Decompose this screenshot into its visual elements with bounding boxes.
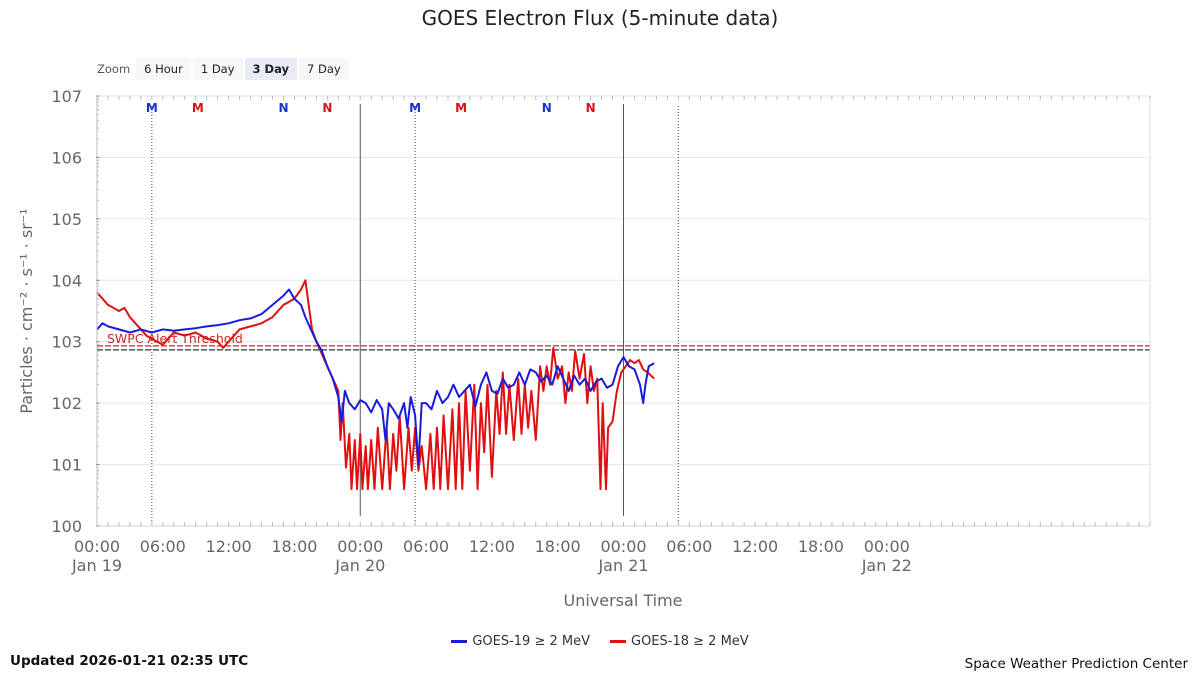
zoom-1-day-button[interactable]: 1 Day <box>192 58 243 80</box>
zoom-3-day-button[interactable]: 3 Day <box>244 58 297 80</box>
event-marker: M <box>409 101 421 115</box>
legend-item-goes18[interactable]: GOES-18 ≥ 2 MeV <box>610 634 749 649</box>
y-tick-label: 100 <box>51 517 82 536</box>
zoom-7-day-button[interactable]: 7 Day <box>299 58 349 80</box>
event-marker: N <box>586 101 596 115</box>
y-tick-label: 104 <box>51 271 82 290</box>
x-tick-label: 06:00 <box>403 537 449 556</box>
time-reference-lines <box>151 104 679 526</box>
legend-label: GOES-18 ≥ 2 MeV <box>631 634 749 649</box>
legend-swatch <box>451 640 468 643</box>
x-tick-date-label: Jan 21 <box>597 556 648 575</box>
y-tick-label: 103 <box>51 333 82 352</box>
series-lines <box>96 279 655 491</box>
credit-text: Space Weather Prediction Center <box>964 656 1188 672</box>
x-tick-label: 06:00 <box>666 537 712 556</box>
threshold-label: SWPC Alert Threshold <box>107 331 243 346</box>
legend-label: GOES-19 ≥ 2 MeV <box>472 634 590 649</box>
chart-title: GOES Electron Flux (5-minute data) <box>421 6 779 30</box>
x-tick-date-label: Jan 20 <box>334 556 385 575</box>
alert-threshold: SWPC Alert Threshold <box>97 331 1150 351</box>
zoom-6-hour-button[interactable]: 6 Hour <box>136 58 191 80</box>
series-line <box>96 288 655 466</box>
legend-item-goes19[interactable]: GOES-19 ≥ 2 MeV <box>451 634 590 649</box>
y-tick-label: 106 <box>51 148 82 167</box>
x-tick-label: 18:00 <box>798 537 844 556</box>
x-tick-date-label: Jan 19 <box>71 556 122 575</box>
zoom-selector: Zoom 6 Hour 1 Day 3 Day 7 Day <box>97 58 351 80</box>
x-tick-label: 06:00 <box>140 537 186 556</box>
event-marker: N <box>542 101 552 115</box>
zoom-label: Zoom <box>97 62 131 76</box>
y-tick-label: 101 <box>51 456 82 475</box>
event-marker: M <box>455 101 467 115</box>
x-tick-label: 00:00 <box>74 537 120 556</box>
legend: GOES-19 ≥ 2 MeV GOES-18 ≥ 2 MeV <box>0 634 1200 649</box>
x-tick-label: 18:00 <box>271 537 317 556</box>
x-tick-label: 00:00 <box>600 537 646 556</box>
updated-timestamp: Updated 2026-01-21 02:35 UTC <box>10 653 249 669</box>
event-marker: N <box>322 101 332 115</box>
x-tick-label: 00:00 <box>337 537 383 556</box>
event-marker: M <box>146 101 158 115</box>
x-tick-label: 12:00 <box>732 537 778 556</box>
legend-swatch <box>610 640 626 643</box>
y-tick-label: 107 <box>51 87 82 106</box>
event-marker: M <box>192 101 204 115</box>
y-axis-ticks: 100 101 102 103 104 105 106 107 <box>51 87 100 536</box>
x-tick-label: 12:00 <box>469 537 515 556</box>
x-tick-label: 18:00 <box>535 537 581 556</box>
x-tick-label: 12:00 <box>206 537 252 556</box>
x-axis-label: Universal Time <box>563 591 682 610</box>
y-axis-label: Particles · cm⁻² · s⁻¹ · sr⁻¹ <box>17 208 36 413</box>
x-tick-label: 00:00 <box>864 537 910 556</box>
event-marker: N <box>278 101 288 115</box>
y-tick-label: 102 <box>51 394 82 413</box>
x-tick-date-label: Jan 22 <box>861 556 912 575</box>
y-tick-label: 105 <box>51 210 82 229</box>
